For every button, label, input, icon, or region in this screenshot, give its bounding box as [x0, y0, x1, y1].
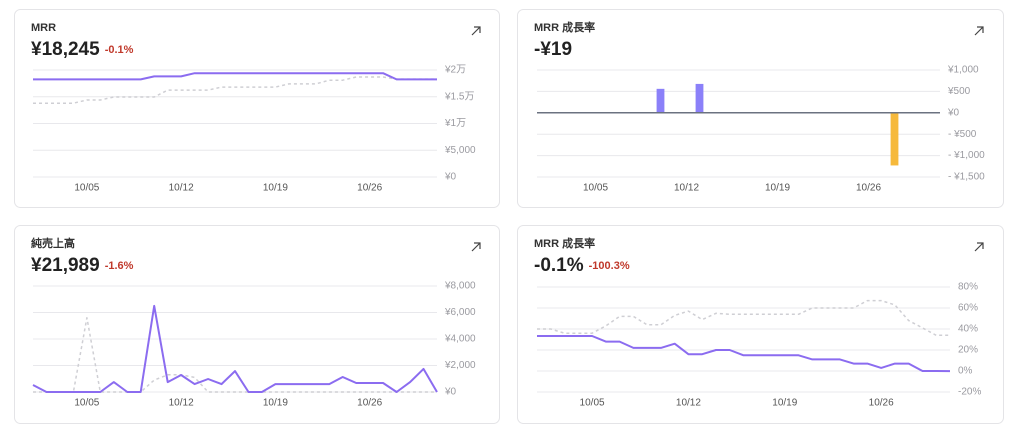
y-tick-label: -20%	[958, 387, 981, 398]
kpi-change: -1.6%	[105, 260, 134, 272]
y-tick-label: ¥500	[947, 86, 971, 97]
y-tick-label: ¥6,000	[444, 307, 476, 318]
y-tick-label: ¥4,000	[444, 334, 476, 345]
x-tick-label: 10/12	[674, 183, 699, 194]
x-tick-label: 10/26	[869, 398, 894, 409]
y-tick-label: ¥0	[444, 172, 457, 183]
x-tick-label: 10/19	[263, 398, 288, 409]
x-tick-label: 10/26	[357, 398, 382, 409]
y-tick-label: ¥1.5万	[444, 91, 474, 102]
y-tick-label: ¥2万	[444, 65, 466, 76]
y-tick-label: 0%	[958, 366, 973, 377]
y-tick-label: - ¥500	[948, 129, 977, 140]
card-title: MRR 成長率	[534, 20, 595, 34]
kpi: -0.1% -100.3%	[534, 255, 630, 276]
card	[517, 9, 1004, 208]
card	[14, 225, 500, 424]
series-line	[33, 72, 437, 81]
series-line	[33, 317, 437, 393]
x-tick-label: 10/19	[263, 183, 288, 194]
y-tick-label: 80%	[958, 282, 978, 293]
y-tick-label: ¥2,000	[444, 360, 476, 371]
y-tick-label: ¥0	[444, 387, 457, 398]
y-tick-label: ¥1,000	[947, 65, 979, 76]
y-tick-label: ¥0	[947, 107, 960, 118]
x-tick-label: 10/19	[765, 183, 790, 194]
y-tick-label: - ¥1,000	[948, 150, 985, 161]
y-tick-label: ¥5,000	[444, 145, 476, 156]
kpi-value: -0.1%	[534, 255, 584, 276]
x-tick-label: 10/26	[856, 183, 881, 194]
kpi: -¥19	[534, 39, 572, 60]
x-tick-label: 10/12	[169, 398, 194, 409]
y-tick-label: 60%	[958, 303, 978, 314]
expand-icon[interactable]	[974, 242, 984, 252]
x-tick-label: 10/05	[580, 398, 605, 409]
kpi: ¥18,245 -0.1%	[31, 39, 134, 60]
bar	[890, 112, 899, 166]
kpi-change: -100.3%	[589, 260, 630, 272]
x-tick-label: 10/05	[74, 398, 99, 409]
card	[517, 225, 1004, 424]
kpi-value: -¥19	[534, 39, 572, 60]
y-tick-label: 20%	[958, 345, 978, 356]
expand-icon[interactable]	[974, 26, 984, 36]
series-line	[537, 335, 951, 373]
expand-icon[interactable]	[471, 26, 481, 36]
x-tick-label: 10/19	[772, 398, 797, 409]
series-line	[32, 304, 438, 393]
kpi-value: ¥21,989	[31, 255, 100, 276]
x-tick-label: 10/12	[169, 183, 194, 194]
x-tick-label: 10/26	[357, 183, 382, 194]
bar	[656, 88, 665, 113]
kpi-value: ¥18,245	[31, 39, 100, 60]
bar	[695, 83, 704, 113]
expand-icon[interactable]	[471, 242, 481, 252]
y-tick-label: 40%	[958, 324, 978, 335]
series-line	[537, 299, 950, 337]
x-tick-label: 10/12	[676, 398, 701, 409]
x-tick-label: 10/05	[583, 183, 608, 194]
kpi: ¥21,989 -1.6%	[31, 255, 134, 276]
card-title: 純売上高	[31, 236, 75, 250]
y-tick-label: - ¥1,500	[948, 172, 985, 183]
card-title: MRR	[31, 22, 56, 34]
series-line	[33, 76, 437, 104]
card	[14, 9, 500, 208]
y-tick-label: ¥1万	[444, 118, 466, 129]
x-tick-label: 10/05	[74, 183, 99, 194]
kpi-change: -0.1%	[105, 44, 134, 56]
y-tick-label: ¥8,000	[444, 281, 476, 292]
card-title: MRR 成長率	[534, 236, 595, 250]
